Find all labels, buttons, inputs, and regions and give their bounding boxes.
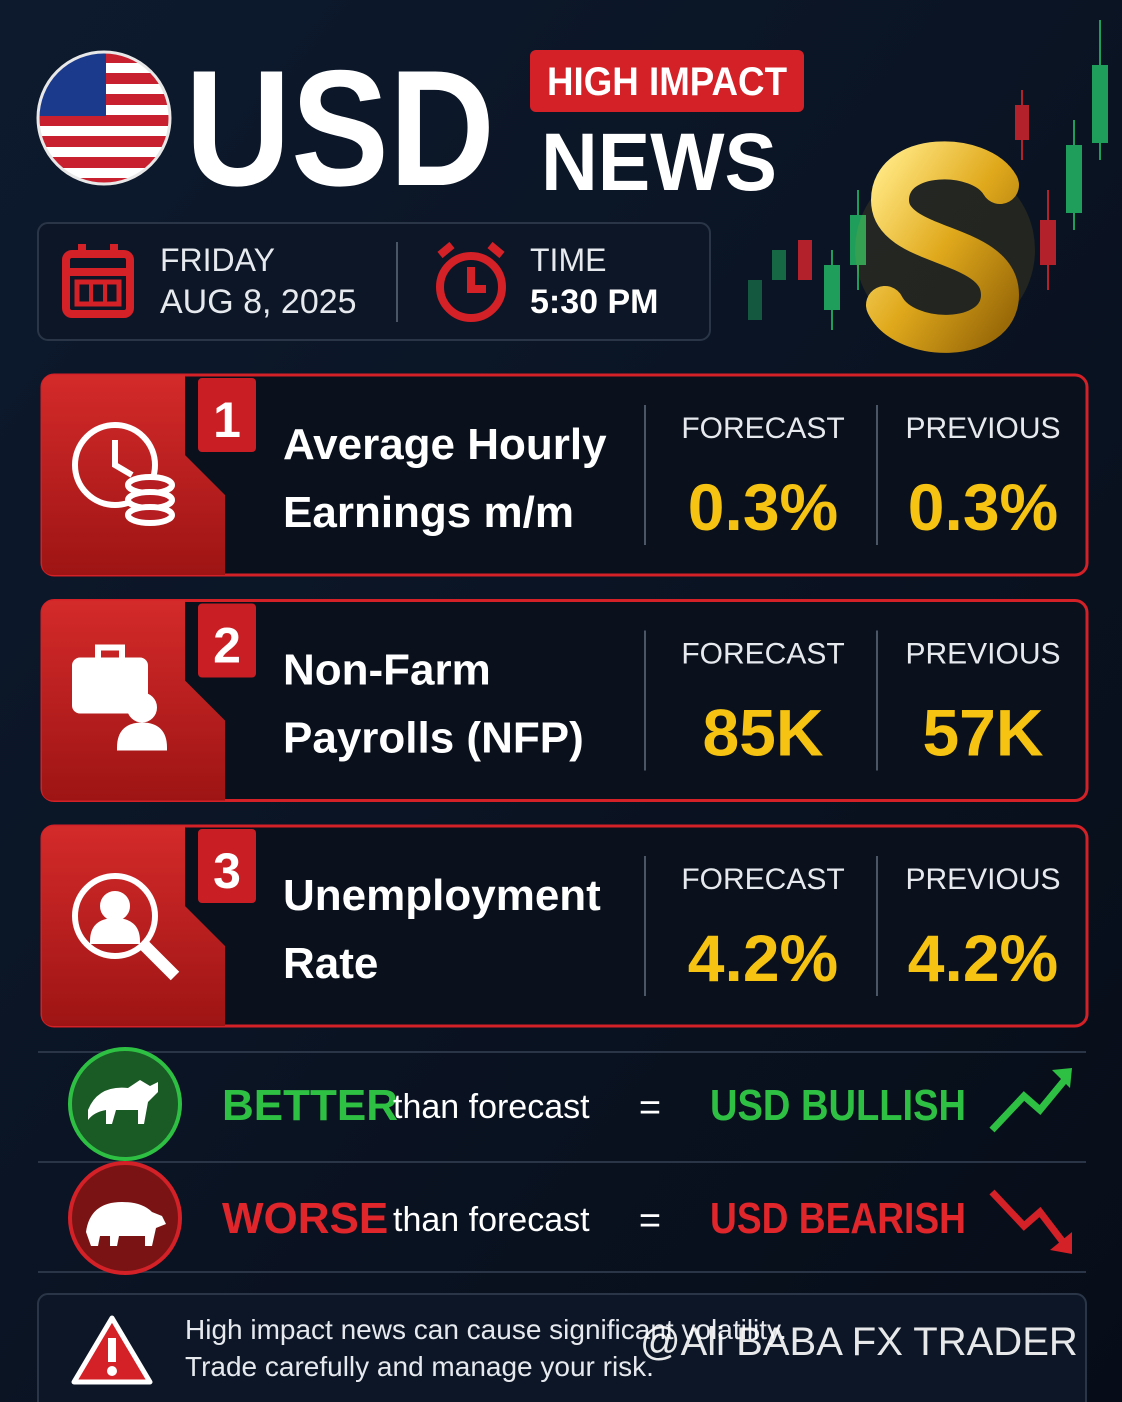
schedule-box [37,222,711,341]
badge-bg [530,50,804,112]
event-title: Earnings m/m [283,488,574,537]
forecast-value: 85K [702,696,823,770]
event-icon [72,873,180,981]
clock [72,422,158,508]
person [127,692,157,723]
badge: HIGH IMPACT [547,60,787,104]
result: BETTER [222,1081,398,1130]
up-arrow-head [1052,1068,1072,1088]
event-title: Non-Farm [283,646,491,695]
comparison: than forecast [393,1201,590,1239]
event-panel [42,375,225,575]
candlesticks [748,20,1108,330]
bull-shape [88,1080,158,1124]
effect: USD BEARISH [710,1194,966,1243]
magnifier [72,873,158,959]
us-flag [38,52,170,184]
forecast-label: FORECAST [681,412,844,445]
day: FRIDAY [160,242,275,278]
event-title: Rate [283,939,378,988]
previous-value: 0.3% [908,470,1058,544]
date: AUG 8, 2025 [160,283,357,321]
warning-box [37,1293,1087,1402]
result: WORSE [222,1194,388,1243]
calendar-icon [62,244,134,318]
previous-value: 57K [922,696,1043,770]
warning-mark [108,1338,116,1362]
coin [125,504,175,526]
number-badge [198,829,256,903]
event-number: 2 [213,618,241,674]
previous-label: PREVIOUS [905,863,1060,896]
warning-line: Trade carefully and manage your risk. [185,1351,654,1382]
person-body [89,917,141,944]
event-title: Average Hourly [283,420,607,469]
previous-label: PREVIOUS [905,412,1060,445]
magnifier-handle [140,941,180,981]
forecast-label: FORECAST [681,638,844,671]
event-number: 3 [213,843,241,899]
dollar-icon [855,125,1035,355]
handle [95,644,125,665]
equals: = [639,1200,661,1242]
clock-hands [112,440,134,478]
warning-dot [107,1366,117,1376]
subtitle: NEWS [541,117,777,208]
equals: = [639,1087,661,1129]
forecast-value: 4.2% [688,921,838,995]
up-arrow [989,1073,1071,1133]
forecast-label: FORECAST [681,863,844,896]
forecast-value: 0.3% [688,470,838,544]
watermark: @Ali BABA FX TRADER [640,1320,1078,1364]
warning-line: High impact news can cause significant v… [185,1314,787,1345]
person-body [116,722,168,751]
down-arrow-head [1050,1232,1072,1254]
time-label: TIME [530,242,606,278]
down-arrow [989,1189,1069,1249]
previous-label: PREVIOUS [905,638,1060,671]
number-badge [198,603,256,678]
bear-shape [86,1202,166,1246]
event-title: Payrolls (NFP) [283,714,584,763]
time: 5:30 PM [530,283,659,321]
event-title: Unemployment [283,871,601,920]
person [100,891,130,921]
number-badge [198,378,256,452]
flag-ring [36,50,172,186]
clock-icon [436,241,506,322]
event-icon [72,644,168,751]
event-icon [72,422,175,526]
effect: USD BULLISH [710,1081,966,1130]
events: 1 Average Hourly Earnings m/m FORECAST 0.3% P… [40,373,1089,1028]
previous-value: 4.2% [908,921,1058,995]
comparison: than forecast [393,1088,590,1126]
currency: USD [185,36,495,220]
event-number: 1 [213,392,241,448]
